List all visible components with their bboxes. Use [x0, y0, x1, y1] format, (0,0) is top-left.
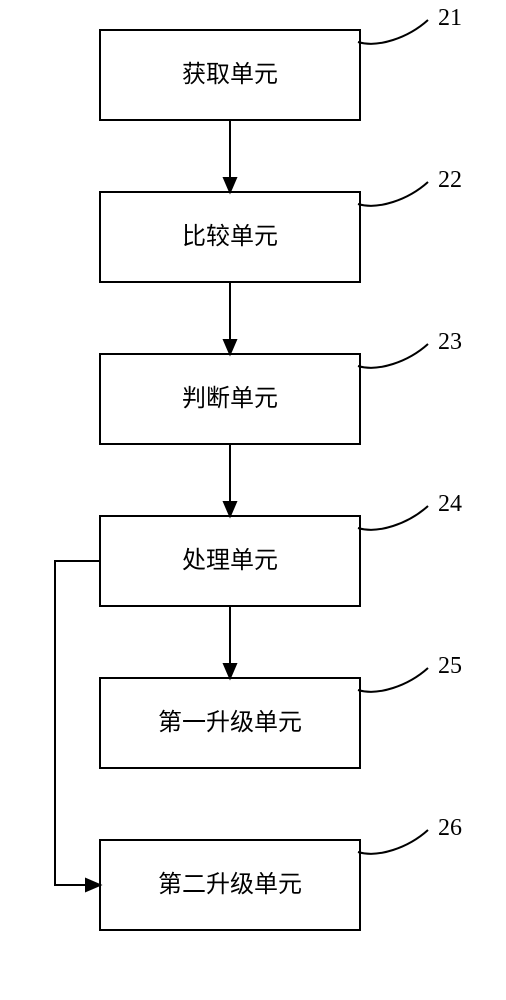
reference-number-n25: 25 [438, 653, 462, 679]
flow-node-label-n21: 获取单元 [182, 61, 278, 88]
leader-line-n25 [358, 668, 428, 692]
flow-node-label-n23: 判断单元 [182, 385, 278, 412]
flow-node-label-n25: 第一升级单元 [158, 709, 302, 736]
reference-number-n23: 23 [438, 329, 462, 355]
leader-line-n26 [358, 830, 428, 854]
leader-line-n22 [358, 182, 428, 206]
flowchart-diagram: 获取单元比较单元判断单元处理单元第一升级单元第二升级单元 21 22 23 24 25 26 [0, 0, 506, 1000]
leader-line-n24 [358, 506, 428, 530]
flow-edge-n22-n23 [224, 282, 236, 354]
flow-node-label-n26: 第二升级单元 [158, 871, 302, 898]
reference-number-n22: 22 [438, 167, 462, 193]
flow-edge-n24-n26-arrowhead [86, 879, 100, 891]
leader-line-n23 [358, 344, 428, 368]
flow-node-label-n22: 比较单元 [182, 223, 278, 250]
flow-edge-n23-n24 [224, 444, 236, 516]
reference-number-n21: 21 [438, 5, 462, 31]
reference-number-n26: 26 [438, 815, 462, 841]
flow-edge-n21-n22 [224, 120, 236, 192]
flow-node-label-n24: 处理单元 [182, 547, 278, 574]
reference-number-n24: 24 [438, 491, 462, 517]
leader-line-n21 [358, 20, 428, 44]
flow-edge-n24-n26-line [55, 561, 100, 885]
flow-edge-n24-n25 [224, 606, 236, 678]
